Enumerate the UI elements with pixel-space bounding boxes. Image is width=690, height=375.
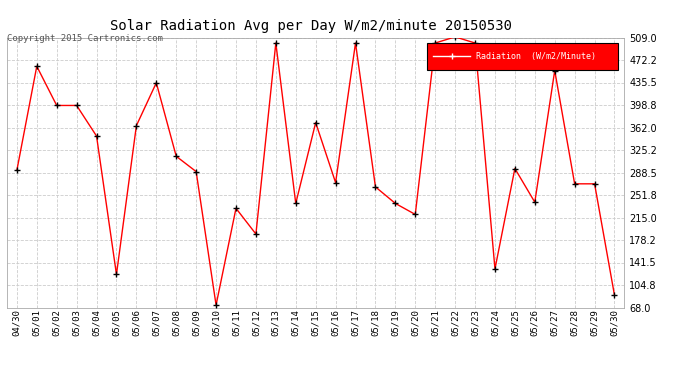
Text: Radiation  (W/m2/Minute): Radiation (W/m2/Minute) [476,52,596,61]
Bar [427,43,618,70]
Text: Solar Radiation Avg per Day W/m2/minute 20150530: Solar Radiation Avg per Day W/m2/minute … [110,19,511,33]
Text: Copyright 2015 Cartronics.com: Copyright 2015 Cartronics.com [7,34,163,43]
